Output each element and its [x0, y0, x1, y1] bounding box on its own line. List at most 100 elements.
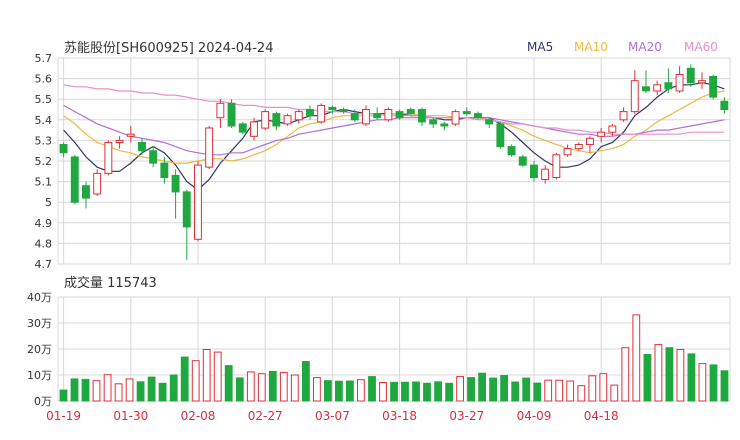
volume-bar — [290, 374, 299, 402]
candle — [675, 66, 684, 94]
candle — [138, 138, 146, 155]
candle — [474, 111, 482, 120]
candle — [339, 107, 348, 114]
date-tick-label: 04-09 — [517, 409, 552, 423]
volume-bar — [467, 377, 476, 402]
volume-bar — [136, 381, 145, 402]
candle — [530, 161, 538, 182]
candle-body — [451, 111, 460, 125]
candle-body — [686, 67, 695, 84]
candle-body — [59, 144, 68, 154]
volume-bar — [202, 349, 211, 402]
volume-bar — [114, 383, 123, 402]
candle — [373, 107, 382, 120]
candle-body — [317, 104, 326, 123]
volume-bars — [59, 314, 729, 402]
candle — [709, 74, 718, 100]
price-tick-label: 5.2 — [35, 155, 53, 168]
volume-tick-label: 10万 — [27, 369, 52, 382]
date-tick-label: 03-27 — [449, 409, 484, 423]
candle-body — [406, 109, 415, 115]
candle-body — [362, 109, 370, 125]
candle — [182, 189, 191, 260]
candle-body — [507, 146, 516, 156]
price-tick-label: 4.8 — [35, 237, 53, 250]
legend-ma60: MA60 — [684, 40, 718, 54]
price-y-axis: 5.7 5.6 5.5 5.4 5.3 5.2 5.1 5 4.9 4.8 4.7 — [35, 52, 53, 271]
candle-body — [485, 119, 494, 125]
volume-bar — [687, 353, 696, 402]
volume-bar — [676, 349, 685, 402]
candle-body — [339, 109, 348, 113]
volume-bar — [257, 373, 266, 402]
candle-body — [138, 142, 146, 152]
volume-title: 成交量 115743 — [64, 275, 157, 291]
candle — [283, 113, 292, 126]
volume-bar — [577, 385, 586, 402]
volume-bar — [169, 374, 178, 402]
volume-bar — [621, 347, 630, 402]
volume-bar — [268, 370, 277, 402]
price-tick-label: 5.7 — [35, 52, 53, 65]
volume-bar — [368, 376, 376, 402]
candle — [160, 156, 169, 184]
volume-bar — [357, 379, 365, 402]
volume-bar — [709, 364, 718, 402]
candle-body — [675, 74, 684, 92]
price-grid — [57, 57, 731, 265]
candle — [194, 161, 202, 242]
candle-body — [227, 102, 236, 127]
volume-bar — [390, 381, 398, 402]
candle — [306, 105, 314, 120]
candle — [586, 136, 594, 153]
candle-body — [642, 86, 650, 92]
candle-body — [350, 113, 359, 121]
candle-body — [429, 119, 438, 125]
candle-body — [126, 133, 135, 137]
legend: MA5 MA10 MA20 MA60 — [527, 40, 718, 54]
candle-body — [462, 111, 471, 115]
volume-bar — [456, 376, 465, 402]
volume-bar — [720, 370, 729, 402]
candle-body — [384, 109, 393, 121]
volume-bar — [423, 382, 431, 402]
volume-bar — [632, 314, 641, 402]
volume-bar — [346, 380, 354, 402]
candle-body — [283, 115, 292, 125]
volume-bar — [500, 375, 509, 402]
candle — [93, 169, 102, 197]
line-ma60 — [63, 84, 725, 135]
candle — [328, 105, 337, 114]
candle — [507, 144, 516, 157]
volume-bar — [70, 378, 79, 402]
candle — [216, 99, 225, 129]
volume-bar — [610, 384, 619, 402]
volume-bar — [511, 381, 520, 402]
candle-body — [653, 84, 662, 92]
price-tick-label: 5.4 — [35, 114, 53, 127]
candle-body — [171, 174, 180, 193]
line-ma10 — [63, 90, 725, 164]
date-axis: 01-19 01-30 02-08 02-27 03-07 03-18 03-27 04-09… — [46, 409, 618, 423]
candle — [429, 117, 438, 129]
candle-body — [563, 148, 572, 156]
candle-body — [586, 137, 594, 146]
candle-body — [530, 164, 538, 179]
candle — [149, 146, 158, 168]
date-tick-label: 02-27 — [248, 409, 283, 423]
candle-body — [261, 111, 270, 129]
candle — [608, 123, 617, 137]
candle-body — [194, 164, 202, 240]
volume-bar — [401, 381, 409, 402]
candle-body — [518, 156, 527, 166]
volume-tick-label: 0万 — [34, 395, 52, 408]
candle — [317, 103, 326, 124]
candle-body — [698, 80, 706, 84]
date-tick-label: 01-30 — [113, 409, 148, 423]
price-tick-label: 5 — [45, 196, 52, 209]
candle — [462, 107, 471, 116]
candle — [552, 152, 561, 180]
volume-bar — [654, 344, 663, 402]
candle-body — [160, 162, 169, 179]
